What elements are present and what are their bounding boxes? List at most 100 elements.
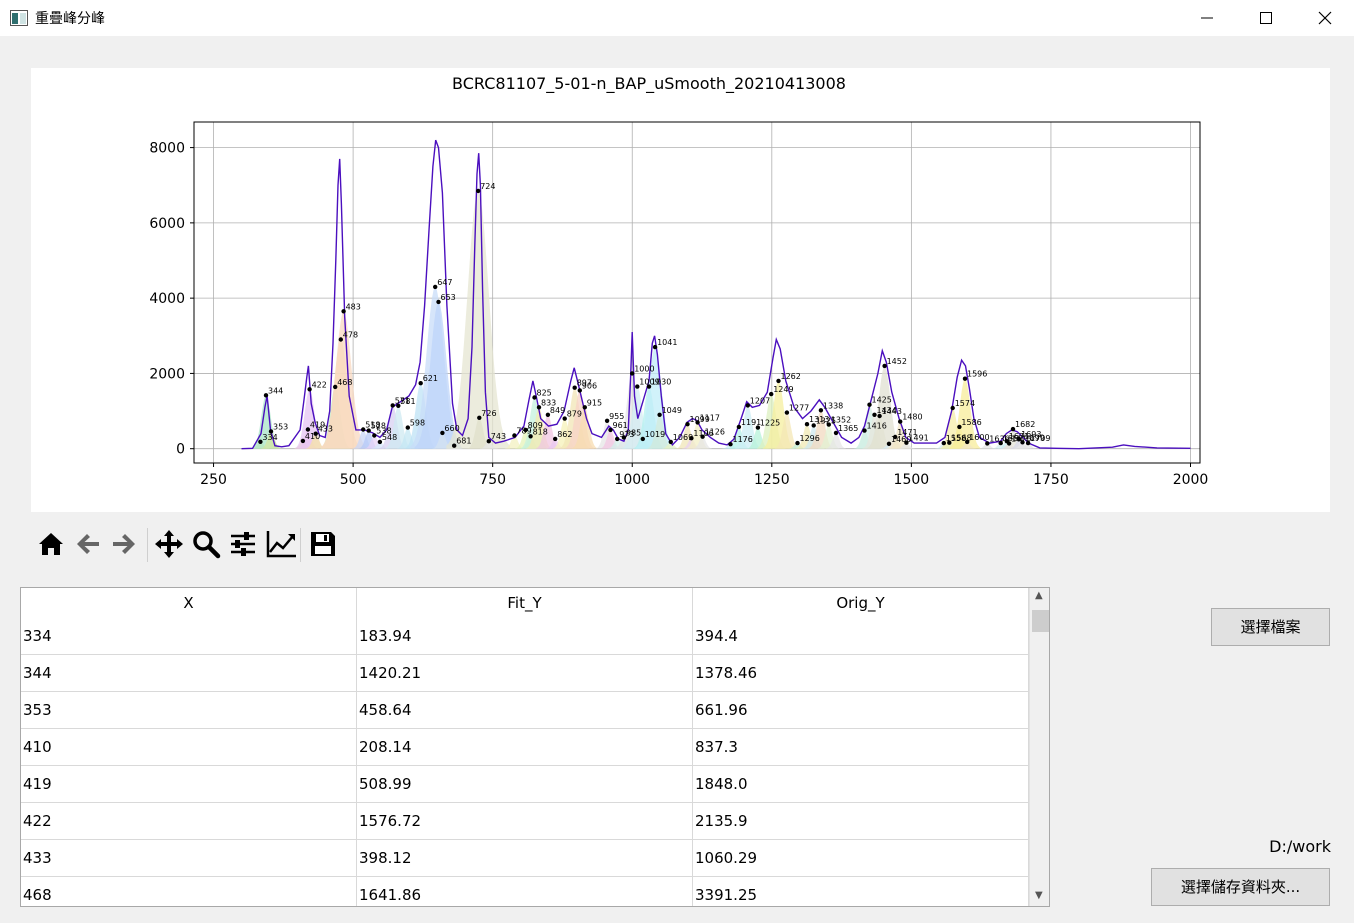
cell-orig-y[interactable]: 837.3 xyxy=(693,729,1029,766)
configure-subplots-icon xyxy=(231,532,255,556)
peak-label: 973 xyxy=(619,430,634,439)
cell-orig-y[interactable]: 3391.25 xyxy=(693,877,1029,906)
cell-fit-y[interactable]: 1576.72 xyxy=(357,803,693,840)
cell-x[interactable]: 419 xyxy=(21,766,357,803)
maximize-button[interactable] xyxy=(1237,0,1295,36)
plot-svg: BCRC81107_5-01-n_BAP_uSmooth_20210413008… xyxy=(149,74,1208,488)
column-header-orig-y[interactable]: Orig_Y xyxy=(693,588,1029,618)
save-figure-button[interactable] xyxy=(305,524,341,564)
cell-fit-y[interactable]: 458.64 xyxy=(357,692,693,729)
peak-label: 1176 xyxy=(733,435,753,444)
cell-orig-y[interactable]: 661.96 xyxy=(693,692,1029,729)
peak-label: 1207 xyxy=(750,396,770,405)
fitted-peak-area xyxy=(949,378,981,449)
close-button[interactable] xyxy=(1296,0,1354,36)
peak-label: 1452 xyxy=(887,357,907,366)
cell-x[interactable]: 433 xyxy=(21,840,357,877)
peak-label: 1030 xyxy=(651,378,671,387)
table-row[interactable]: 344 1420.21 1378.46 xyxy=(21,655,1029,692)
title-bar: 重疊峰分峰 xyxy=(0,0,1354,36)
back-icon xyxy=(77,534,99,554)
peak-marker xyxy=(898,419,903,424)
peak-marker xyxy=(313,431,318,436)
select-file-button[interactable]: 選擇檔案 xyxy=(1211,608,1330,646)
select-folder-button[interactable]: 選擇儲存資料夾... xyxy=(1151,868,1330,906)
peak-marker xyxy=(536,405,542,410)
cell-fit-y[interactable]: 208.14 xyxy=(357,729,693,766)
cell-orig-y[interactable]: 1848.0 xyxy=(693,766,1029,803)
fitted-peak-area xyxy=(572,407,598,449)
peak-label: 528 xyxy=(371,422,386,431)
cell-fit-y[interactable]: 508.99 xyxy=(357,766,693,803)
table-row[interactable]: 433 398.12 1060.29 xyxy=(21,840,1029,877)
table-row[interactable]: 468 1641.86 3391.25 xyxy=(21,877,1029,906)
fitted-peak-area xyxy=(774,412,800,449)
table-row[interactable]: 353 458.64 661.96 xyxy=(21,692,1029,729)
cell-x[interactable]: 422 xyxy=(21,803,357,840)
cell-orig-y[interactable]: 1060.29 xyxy=(693,840,1029,877)
pan-button[interactable] xyxy=(151,524,187,564)
table-row[interactable]: 334 183.94 394.4 xyxy=(21,618,1029,655)
peak-label: 1000 xyxy=(634,364,654,373)
cell-fit-y[interactable]: 1641.86 xyxy=(357,877,693,906)
peak-marker xyxy=(962,376,968,381)
peak-marker xyxy=(572,385,577,390)
peak-label: 433 xyxy=(318,425,333,434)
peak-label: 334 xyxy=(262,433,277,442)
cell-x[interactable]: 353 xyxy=(21,692,357,729)
column-header-x[interactable]: X xyxy=(21,588,357,618)
column-header-fit-y[interactable]: Fit_Y xyxy=(357,588,693,618)
fitted-peak-area xyxy=(897,442,916,449)
peak-marker xyxy=(390,403,395,408)
cell-orig-y[interactable]: 394.4 xyxy=(693,618,1029,655)
scroll-down-icon[interactable]: ▼ xyxy=(1035,890,1043,901)
peak-marker xyxy=(263,393,269,398)
y-tick-label: 6000 xyxy=(149,216,185,232)
plot-canvas[interactable]: BCRC81107_5-01-n_BAP_uSmooth_20210413008… xyxy=(31,68,1330,512)
peak-marker xyxy=(372,433,377,438)
scrollbar-thumb[interactable] xyxy=(1032,610,1049,632)
peak-marker xyxy=(893,434,898,440)
cell-x[interactable]: 410 xyxy=(21,729,357,766)
peak-marker xyxy=(700,434,705,439)
table-row[interactable]: 410 208.14 837.3 xyxy=(21,729,1029,766)
cell-orig-y[interactable]: 1378.46 xyxy=(693,655,1029,692)
configure-subplots-button[interactable] xyxy=(225,524,261,564)
zoom-button[interactable] xyxy=(188,524,224,564)
peak-marker xyxy=(361,427,366,432)
cell-x[interactable]: 334 xyxy=(21,618,357,655)
cell-fit-y[interactable]: 183.94 xyxy=(357,618,693,655)
cell-fit-y[interactable]: 398.12 xyxy=(357,840,693,877)
fitted-peak-area xyxy=(958,441,977,449)
minimize-button[interactable] xyxy=(1178,0,1236,36)
peak-label: 1491 xyxy=(908,434,928,443)
peak-label: 1699 xyxy=(1025,433,1045,442)
table-row[interactable]: 422 1576.72 2135.9 xyxy=(21,803,1029,840)
peak-label: 1416 xyxy=(867,422,887,431)
fitted-peak-area xyxy=(1019,443,1037,449)
peak-label: 538 xyxy=(376,427,391,436)
x-tick-label: 250 xyxy=(200,472,227,488)
cell-x[interactable]: 344 xyxy=(21,655,357,692)
table-scrollbar[interactable]: ▲ ▼ xyxy=(1029,588,1049,906)
peak-label: 1693 xyxy=(1021,430,1041,439)
toolbar-separator xyxy=(147,528,148,562)
peak-label: 1600 xyxy=(969,433,989,442)
cell-orig-y[interactable]: 2135.9 xyxy=(693,803,1029,840)
home-button[interactable] xyxy=(33,524,69,564)
forward-button[interactable] xyxy=(106,524,142,564)
back-button[interactable] xyxy=(70,524,106,564)
peak-label: 344 xyxy=(268,386,283,395)
peak-marker xyxy=(305,427,311,432)
peak-marker xyxy=(818,408,824,413)
scroll-up-icon[interactable]: ▲ xyxy=(1035,590,1043,601)
cell-fit-y[interactable]: 1420.21 xyxy=(357,655,693,692)
peak-label: 1480 xyxy=(902,413,922,422)
peak-marker xyxy=(640,436,645,442)
edit-axis-button[interactable] xyxy=(262,524,298,564)
peak-table[interactable]: X Fit_Y Orig_Y 334 183.94 394.4 344 1420… xyxy=(20,587,1050,907)
cell-x[interactable]: 468 xyxy=(21,877,357,906)
peak-label: 1709 xyxy=(1030,434,1050,443)
table-row[interactable]: 419 508.99 1848.0 xyxy=(21,766,1029,803)
x-tick-label: 1500 xyxy=(894,472,930,488)
